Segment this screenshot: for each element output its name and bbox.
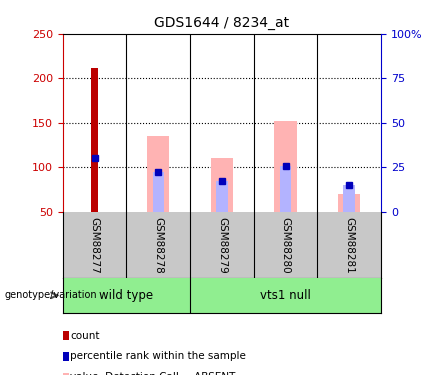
Bar bbox=[343, 185, 355, 212]
Text: count: count bbox=[70, 331, 100, 340]
Bar bbox=[152, 172, 164, 212]
Bar bbox=[216, 181, 228, 212]
Text: GSM88278: GSM88278 bbox=[153, 217, 163, 274]
Bar bbox=[63, 278, 190, 313]
Text: percentile rank within the sample: percentile rank within the sample bbox=[70, 351, 246, 361]
Bar bbox=[338, 194, 360, 212]
Bar bbox=[147, 136, 169, 212]
Text: GSM88277: GSM88277 bbox=[90, 217, 100, 274]
Bar bbox=[280, 166, 291, 212]
Bar bbox=[91, 68, 98, 212]
Text: GSM88281: GSM88281 bbox=[344, 217, 354, 274]
Text: genotype/variation: genotype/variation bbox=[4, 290, 97, 300]
Bar bbox=[211, 158, 233, 212]
Text: vts1 null: vts1 null bbox=[260, 289, 311, 302]
Bar bbox=[190, 278, 381, 313]
Bar bbox=[275, 121, 297, 212]
Text: GSM88280: GSM88280 bbox=[281, 217, 291, 274]
Text: value, Detection Call = ABSENT: value, Detection Call = ABSENT bbox=[70, 372, 236, 375]
Text: GSM88279: GSM88279 bbox=[217, 217, 227, 274]
Text: wild type: wild type bbox=[100, 289, 154, 302]
Title: GDS1644 / 8234_at: GDS1644 / 8234_at bbox=[154, 16, 290, 30]
